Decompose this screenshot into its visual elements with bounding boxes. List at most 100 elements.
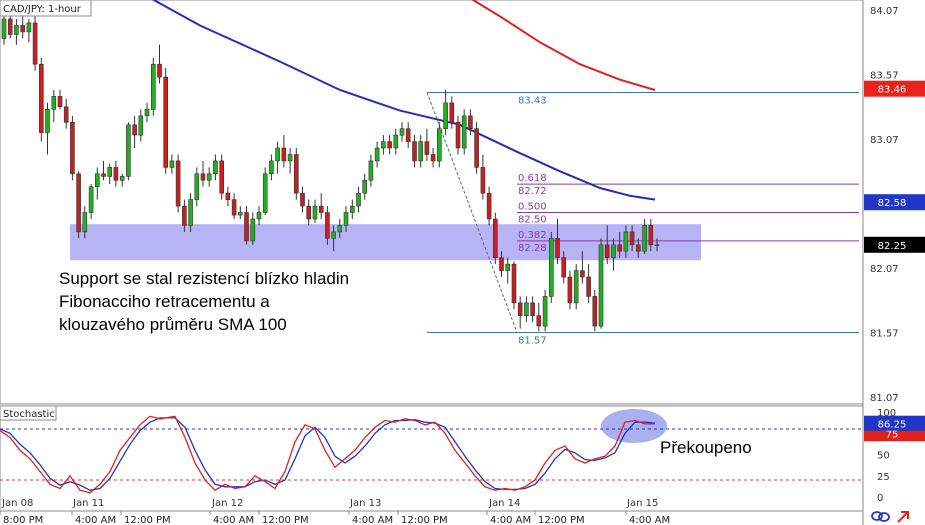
candle-body <box>480 167 486 194</box>
candle <box>188 193 193 232</box>
candle <box>642 219 647 254</box>
candle-body <box>499 257 504 271</box>
arrow-icon <box>897 511 909 523</box>
candle-body <box>300 192 305 207</box>
stochastic-tag-label-k: 75 <box>886 429 899 440</box>
candle <box>219 154 224 200</box>
fib-high-label: 83.43 <box>518 96 547 107</box>
stochastic-tag-label-d: 86.25 <box>878 420 907 431</box>
candle <box>175 154 181 213</box>
date-label: Jan 14 <box>488 498 520 509</box>
candle-body <box>654 244 660 247</box>
price-tick-label: 83.07 <box>870 135 899 146</box>
candle <box>461 109 467 155</box>
candle-body <box>592 296 598 327</box>
time-label: 4:00 AM <box>213 515 254 525</box>
candle <box>405 122 411 148</box>
time-label: 4:00 AM <box>629 515 670 525</box>
stochastic-tick-label: 25 <box>877 472 890 483</box>
candle <box>443 90 448 136</box>
candle-body <box>325 212 330 239</box>
fib-level-price: 82.50 <box>518 215 547 226</box>
fib-level-price: 82.28 <box>518 243 547 254</box>
candle <box>343 206 349 232</box>
candle <box>548 231 554 303</box>
sma-100-line <box>151 0 656 201</box>
candle-body <box>486 192 492 220</box>
fib-level-ratio: 0.500 <box>518 202 547 213</box>
stochastic-panel-frame <box>0 405 864 512</box>
stochastic-tick-label: 100 <box>877 408 896 419</box>
stochastic-tag-box-d <box>864 415 925 431</box>
candle-body <box>642 225 647 252</box>
candle <box>312 199 318 223</box>
candle <box>57 90 63 110</box>
stochastic-k-line <box>0 415 655 494</box>
candle-body <box>132 124 137 136</box>
candle <box>536 302 542 332</box>
candle <box>318 193 324 219</box>
stochastic-title-box <box>0 405 57 421</box>
candle-body <box>492 218 498 259</box>
time-label: 4:00 AM <box>490 515 531 525</box>
candle <box>635 238 641 258</box>
candle-body <box>555 238 560 258</box>
candle <box>474 122 479 174</box>
candle-body <box>318 205 324 213</box>
candle-body <box>362 180 368 194</box>
candle-body <box>219 160 224 194</box>
candle <box>300 186 305 213</box>
candle <box>368 154 374 187</box>
candle-body <box>474 128 479 168</box>
candle-body <box>144 109 150 117</box>
candle <box>76 171 81 239</box>
candle <box>449 96 455 129</box>
candle-body <box>536 315 542 327</box>
candle-body <box>82 212 88 233</box>
candle <box>436 122 442 168</box>
candle-body <box>455 121 461 149</box>
fib-trend-line <box>426 92 518 333</box>
candle <box>418 135 424 168</box>
candle-body <box>349 205 355 213</box>
candle <box>293 148 299 200</box>
stochastic-tick-label: 0 <box>877 493 883 504</box>
candle-body <box>126 124 131 177</box>
candle-body <box>368 160 374 181</box>
candle-body <box>32 22 38 65</box>
candle-body <box>231 199 237 216</box>
chart-annotation-line: Fibonacciho retracementu a <box>59 292 270 311</box>
candle-body <box>573 270 579 304</box>
candle-body <box>424 141 430 155</box>
candle <box>337 219 343 239</box>
candle <box>424 128 430 161</box>
price-tag-box <box>864 80 925 97</box>
candle <box>604 225 610 265</box>
candle <box>499 251 504 277</box>
candle-body <box>200 173 206 181</box>
time-label: 4:00 AM <box>352 515 393 525</box>
candle-body <box>412 141 417 162</box>
candle-body <box>20 25 26 33</box>
text-layer: CAD/JPY: 1-hour Support se stal rezistenc… <box>0 0 909 523</box>
candle <box>244 206 249 245</box>
candle <box>206 167 212 187</box>
fib-level-ratio: 0.618 <box>518 173 547 184</box>
candle-body <box>287 154 293 162</box>
date-label: Jan 13 <box>349 498 381 509</box>
candle <box>412 135 417 168</box>
candle <box>573 264 579 310</box>
candle <box>592 289 598 332</box>
candle <box>567 270 573 310</box>
candle <box>524 296 529 323</box>
support-resistance-zone <box>70 224 701 261</box>
candle <box>505 257 511 284</box>
fib-level-ratio: 0.382 <box>518 230 547 241</box>
candle-body <box>275 147 280 162</box>
candle-body <box>343 212 349 226</box>
time-label: 12:00 PM <box>262 515 309 525</box>
candle <box>7 12 13 39</box>
link-icon <box>871 511 890 522</box>
candle <box>480 154 486 200</box>
